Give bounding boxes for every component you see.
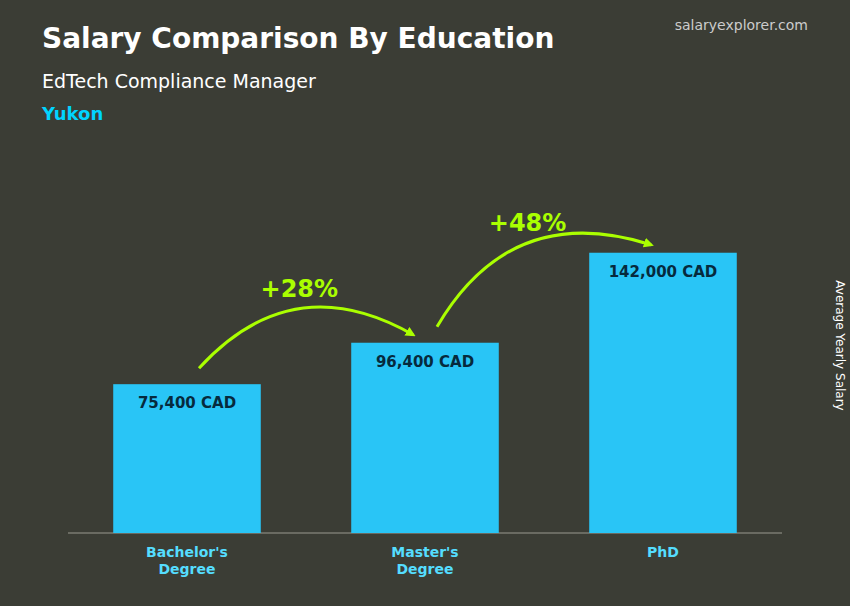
x-tick-label-line: Master's <box>391 544 458 560</box>
growth-arrow <box>437 233 651 327</box>
x-tick-label-line: Degree <box>158 561 215 577</box>
bars <box>113 253 737 533</box>
x-tick-label-line: Degree <box>396 561 453 577</box>
title: Salary Comparison By Education <box>42 22 554 55</box>
x-tick-label: Master'sDegree <box>391 544 458 577</box>
data-label: 75,400 CAD <box>138 394 236 412</box>
subtitle: Yukon <box>41 103 103 124</box>
data-label: 142,000 CAD <box>609 263 718 281</box>
bar <box>113 384 261 533</box>
x-tick-label-line: PhD <box>647 544 679 560</box>
chart: Salary Comparison By Education EdTech Com… <box>0 0 850 606</box>
subtitle: EdTech Compliance Manager <box>42 70 316 92</box>
y-axis-label: Average Yearly Salary <box>833 280 847 410</box>
x-tick-label: Bachelor'sDegree <box>146 544 228 577</box>
bar <box>589 253 737 533</box>
x-tick-label-line: Bachelor's <box>146 544 228 560</box>
background <box>0 0 850 606</box>
annotation: +48% <box>489 209 567 237</box>
data-label: 96,400 CAD <box>376 353 474 371</box>
source: salaryexplorer.com <box>675 17 808 33</box>
x-tick-label: PhD <box>647 544 679 560</box>
bar <box>351 343 499 533</box>
chart-container: Salary Comparison By Education EdTech Com… <box>0 0 850 606</box>
growth-arrow <box>199 307 413 368</box>
annotation: +28% <box>261 275 339 303</box>
